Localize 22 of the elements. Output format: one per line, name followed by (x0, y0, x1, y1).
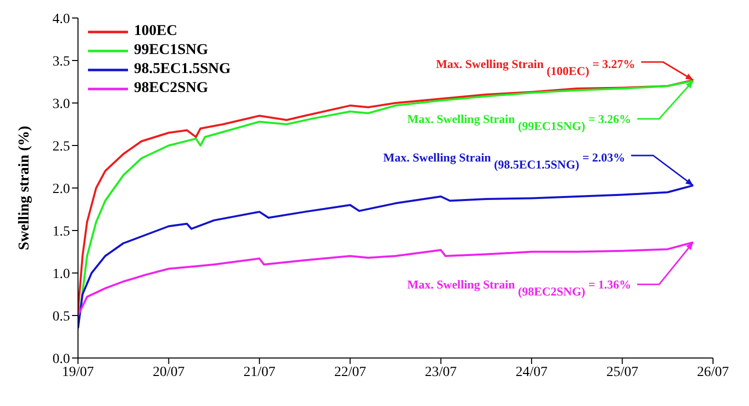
x-tick-label: 19/07 (62, 364, 94, 380)
x-tick-label: 20/07 (152, 364, 185, 380)
y-tick-label: 2.5 (52, 139, 70, 154)
legend-label: 99EC1SNG (134, 42, 208, 59)
x-tick-label: 25/07 (606, 364, 638, 380)
legend-label: 98.5EC1.5SNG (134, 61, 231, 78)
y-tick-label: 0.5 (52, 309, 70, 324)
x-tick-label: 24/07 (516, 364, 548, 380)
y-tick-label: 3.0 (52, 96, 70, 112)
x-tick-label: 23/07 (424, 364, 457, 380)
y-tick-label: 0.0 (52, 352, 70, 367)
y-tick-label: 3.5 (52, 54, 70, 70)
y-tick-label: 1.5 (52, 224, 70, 240)
y-tick-label: 4.0 (52, 12, 70, 27)
x-tick-label: 26/07 (697, 364, 729, 380)
x-tick-label: 22/07 (334, 364, 366, 380)
y-axis-title: Swelling strain (%) (16, 126, 32, 250)
legend-label: 100EC (134, 23, 178, 40)
y-tick-label: 1.0 (52, 266, 70, 282)
legend-label: 98EC2SNG (134, 80, 208, 97)
x-tick-label: 21/07 (243, 364, 276, 380)
y-tick-label: 2.0 (52, 182, 70, 197)
